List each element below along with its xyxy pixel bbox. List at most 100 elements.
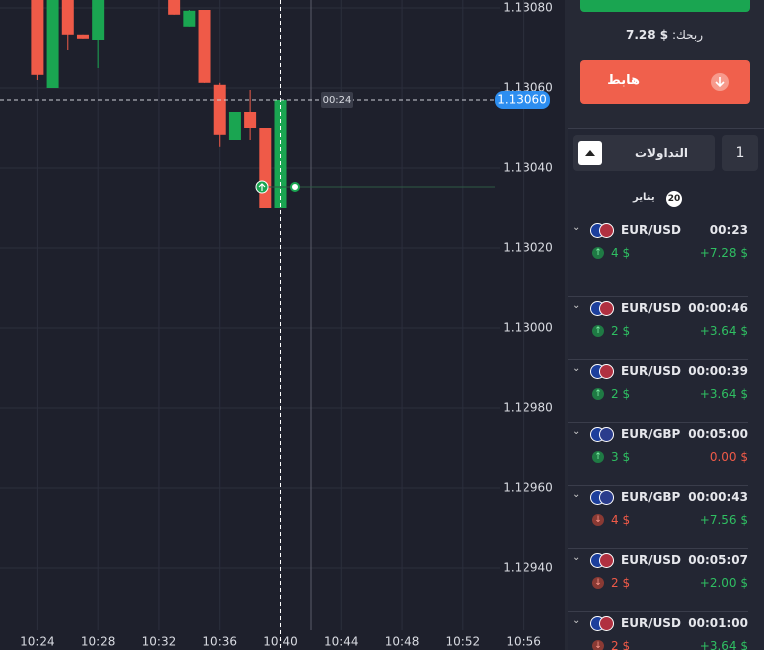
time: 00:00:46	[688, 301, 748, 315]
profit: +3.64 $	[699, 324, 748, 338]
flag-quote	[599, 223, 614, 238]
profit: +3.64 $	[699, 639, 748, 650]
trade-end	[290, 182, 300, 192]
candle-body	[213, 84, 226, 135]
trades-button[interactable]: التداولات	[573, 135, 715, 171]
trade-row[interactable]: ⌄ EUR/USD 00:05:07 ↓ 2 $ +2.00 $	[568, 548, 748, 612]
x-tick-label: 10:48	[385, 635, 420, 649]
price-tag	[495, 91, 550, 109]
chevron: ⌄	[572, 489, 581, 500]
direction-icon: ↑	[592, 325, 604, 337]
count-box[interactable]: 1	[722, 135, 758, 171]
time: 00:01:00	[688, 616, 748, 630]
time: 00:05:00	[688, 427, 748, 441]
time: 00:23	[709, 223, 748, 237]
date-day: 20	[666, 191, 682, 207]
amount: 2 $	[611, 324, 631, 338]
trade-row[interactable]: ⌄ EUR/GBP 00:05:00 ↑ 3 $ 0.00 $	[568, 422, 748, 486]
trade-row[interactable]: ⌄ EUR/USD 00:23 ↑ 4 $ +7.28 $	[568, 218, 748, 297]
candle-body	[168, 0, 181, 15]
trade-row[interactable]: ⌄ EUR/USD 00:00:39 ↑ 2 $ +3.64 $	[568, 359, 748, 423]
up-button[interactable]	[580, 0, 750, 12]
amount: 2 $	[611, 576, 631, 590]
profit: +3.64 $	[699, 387, 748, 401]
candle-body	[198, 10, 211, 83]
direction-icon: ↓	[592, 514, 604, 526]
candle-body	[46, 0, 59, 88]
y-tick-label: 1.13040	[503, 161, 553, 175]
down-button[interactable]: هابط	[580, 60, 750, 104]
x-tick-label: 10:52	[446, 635, 481, 649]
candle-body	[76, 34, 89, 39]
chevron: ⌄	[572, 300, 581, 311]
chevron: ⌄	[572, 426, 581, 437]
direction-icon: ↑	[592, 451, 604, 463]
profit: 7.28 $	[625, 28, 669, 42]
y-tick-label: 1.12940	[503, 561, 553, 575]
profit: 0.00 $	[709, 450, 748, 464]
amount: 3 $	[611, 450, 631, 464]
timer-box	[321, 92, 353, 108]
profit: +2.00 $	[699, 576, 748, 590]
y-tick-label: 1.13080	[503, 1, 553, 15]
x-tick-label: 10:36	[202, 635, 237, 649]
candle-body	[92, 0, 105, 40]
candle-body	[228, 112, 241, 140]
x-tick-label: 10:40	[263, 635, 298, 649]
x-tick-label: 10:32	[142, 635, 177, 649]
amount: 2 $	[611, 387, 631, 401]
flag-quote	[599, 553, 614, 568]
profit-row: 7.28 $ :ربحك	[565, 28, 764, 42]
flag-quote	[599, 427, 614, 442]
amount: 4 $	[611, 513, 631, 527]
x-tick-label: 10:44	[324, 635, 359, 649]
pair: EUR/USD	[621, 616, 681, 630]
candle-body	[244, 112, 257, 128]
direction-icon: ↓	[592, 640, 604, 650]
x-tick-label: 10:24	[20, 635, 55, 649]
flag-quote	[599, 364, 614, 379]
flag-quote	[599, 490, 614, 505]
amount: 2 $	[611, 639, 631, 650]
y-tick-label: 1.13000	[503, 321, 553, 335]
trades-toggle	[578, 141, 602, 165]
y-tick-label: 1.12980	[503, 401, 553, 415]
trade-arrow	[258, 183, 266, 191]
price-tag-label: 1.13060	[497, 93, 547, 107]
pair: EUR/GBP	[621, 490, 681, 504]
candle-body	[31, 0, 44, 75]
candle-body	[183, 10, 196, 27]
direction-icon: ↓	[592, 577, 604, 589]
pair: EUR/GBP	[621, 427, 681, 441]
time: 00:00:43	[688, 490, 748, 504]
profit-label: :ربحك	[671, 28, 703, 42]
flag-quote	[599, 616, 614, 631]
chevron: ⌄	[572, 615, 581, 626]
candle-body	[259, 128, 272, 208]
trade-row[interactable]: ⌄ EUR/GBP 00:00:43 ↓ 4 $ +7.56 $	[568, 485, 748, 549]
pair: EUR/USD	[621, 223, 681, 237]
y-tick-label: 1.13020	[503, 241, 553, 255]
direction-icon: ↑	[592, 388, 604, 400]
profit: +7.28 $	[699, 246, 748, 260]
flag-quote	[599, 301, 614, 316]
date-month: يناير	[633, 192, 655, 203]
x-tick-label: 10:28	[81, 635, 116, 649]
amount: 4 $	[611, 246, 631, 260]
x-tick-label: 10:56	[506, 635, 541, 649]
time: 00:00:39	[688, 364, 748, 378]
down-button-label: هابط	[607, 73, 640, 88]
chart: 1.13080 1.13060 1.13040 1.13020 1.13000 1.129…	[0, 0, 553, 650]
time: 00:05:07	[688, 553, 748, 567]
chevron: ⌄	[572, 552, 581, 563]
down-icon	[711, 73, 729, 91]
trade-row[interactable]: ⌄ EUR/USD 00:00:46 ↑ 2 $ +3.64 $	[568, 296, 748, 360]
trade-row[interactable]: ⌄ EUR/USD 00:01:00 ↓ 2 $ +3.64 $	[568, 611, 748, 650]
pair: EUR/USD	[621, 301, 681, 315]
trades-button-label: التداولات	[635, 146, 689, 160]
pair: EUR/USD	[621, 553, 681, 567]
profit: +7.56 $	[699, 513, 748, 527]
pair: EUR/USD	[621, 364, 681, 378]
timer-label: 00:24	[323, 95, 352, 106]
